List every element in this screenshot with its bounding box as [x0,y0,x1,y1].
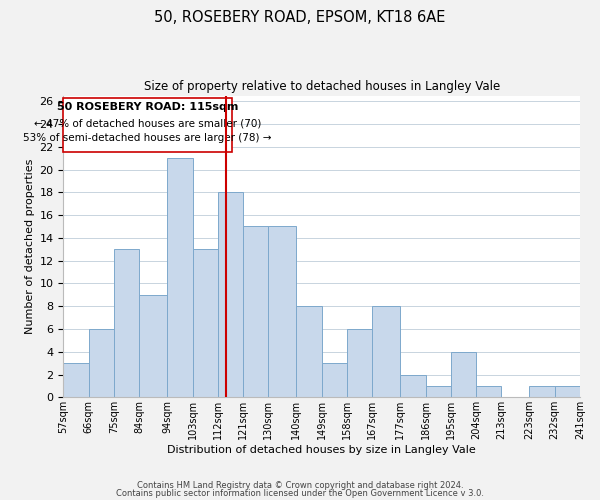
Title: Size of property relative to detached houses in Langley Vale: Size of property relative to detached ho… [143,80,500,93]
Bar [268,226,296,398]
Bar [400,374,425,398]
Bar [476,386,502,398]
Bar [114,250,139,398]
Bar [296,306,322,398]
Text: 53% of semi-detached houses are larger (78) →: 53% of semi-detached houses are larger (… [23,133,272,143]
Bar [347,329,372,398]
Text: Contains public sector information licensed under the Open Government Licence v : Contains public sector information licen… [116,488,484,498]
Bar [243,226,268,398]
Bar [451,352,476,398]
Text: Contains HM Land Registry data © Crown copyright and database right 2024.: Contains HM Land Registry data © Crown c… [137,481,463,490]
Bar [372,306,400,398]
Bar [555,386,580,398]
Bar [218,192,243,398]
Bar [167,158,193,398]
Text: 50, ROSEBERY ROAD, EPSOM, KT18 6AE: 50, ROSEBERY ROAD, EPSOM, KT18 6AE [154,10,446,25]
Text: 50 ROSEBERY ROAD: 115sqm: 50 ROSEBERY ROAD: 115sqm [57,102,238,113]
Bar [64,363,89,398]
Text: ← 47% of detached houses are smaller (70): ← 47% of detached houses are smaller (70… [34,118,262,128]
Bar [529,386,555,398]
Bar [425,386,451,398]
Bar [193,250,218,398]
Y-axis label: Number of detached properties: Number of detached properties [25,158,35,334]
Bar [322,363,347,398]
Bar [89,329,114,398]
FancyBboxPatch shape [64,98,232,152]
Bar [139,295,167,398]
X-axis label: Distribution of detached houses by size in Langley Vale: Distribution of detached houses by size … [167,445,476,455]
